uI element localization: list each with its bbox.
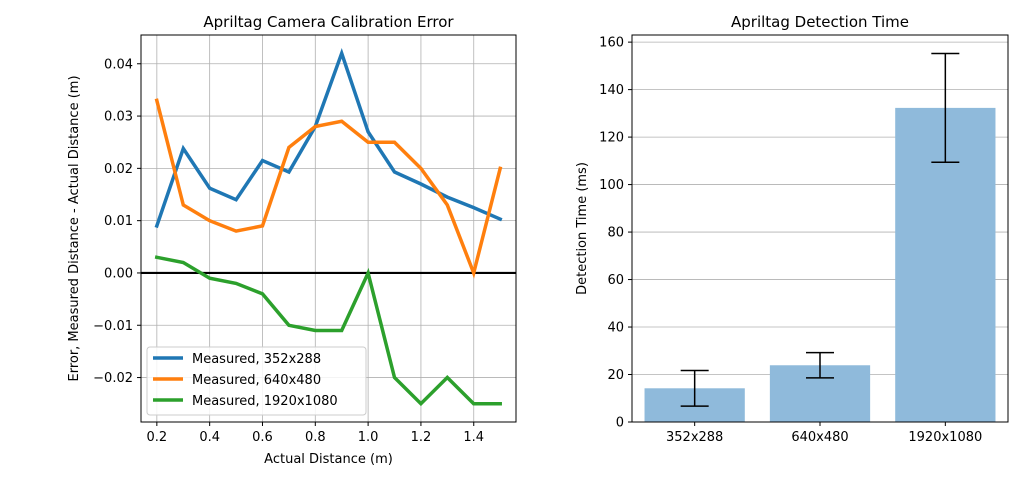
x-tick-label: 0.8 — [305, 430, 326, 445]
detection-time-chart: 0 20 40 60 80 100 120 140 160 352x288 640x480 1920x… — [575, 13, 1009, 445]
error-bar-352x288 — [680, 369, 709, 407]
legend-label-1: Measured, 352x288 — [192, 352, 321, 367]
error-bar-640x480 — [806, 351, 834, 379]
y-tick-label: 0.03 — [104, 110, 133, 125]
y-tick-label: 0 — [616, 416, 624, 431]
legend-box — [146, 346, 367, 416]
y-tick-label: 0.01 — [104, 214, 133, 229]
y-tick-label: 40 — [607, 321, 624, 336]
y-axis-label: Error, Measured Distance - Actual Distan… — [67, 75, 82, 381]
x-tick-label: 640x480 — [791, 430, 848, 445]
legend-label-3: Measured, 1920x1080 — [192, 394, 338, 409]
x-tick-label: 0.4 — [199, 430, 220, 445]
x-tick-label: 1.4 — [463, 430, 484, 445]
error-bar-1920x1080 — [931, 52, 960, 164]
y-tick-label: 80 — [607, 226, 624, 241]
x-tick-label: 1920x1080 — [908, 430, 982, 445]
chart-title: Apriltag Camera Calibration Error — [203, 13, 454, 31]
y-axis-label: Detection Time (ms) — [575, 162, 590, 295]
y-tick-label: 60 — [607, 273, 624, 288]
y-tick-label: 120 — [599, 131, 624, 146]
y-tick-label: 100 — [599, 178, 624, 193]
legend-label-2: Measured, 640x480 — [192, 373, 321, 388]
x-axis-label: Actual Distance (m) — [264, 452, 393, 467]
y-tick-label: 0.02 — [104, 162, 133, 177]
x-tick-label: 352x288 — [666, 430, 723, 445]
x-tick-label: 0.2 — [147, 430, 168, 445]
calibration-error-chart: 0.2 0.4 0.6 0.8 1.0 1.2 1.4 −0.02 −0.01 0.00 0.01 0… — [67, 13, 517, 467]
series-line-2 — [154, 98, 503, 279]
y-tick-label: 0.00 — [104, 266, 133, 281]
legend: Measured, 352x288 Measured, 640x480 Measur… — [146, 346, 367, 416]
y-tick-label: 160 — [599, 36, 624, 51]
x-tick-label: 1.0 — [358, 430, 379, 445]
chart-title: Apriltag Detection Time — [731, 13, 909, 31]
y-tick-label: −0.01 — [93, 319, 133, 334]
x-tick-label: 0.6 — [252, 430, 273, 445]
y-tick-label: 0.04 — [104, 57, 133, 72]
series-line-1 — [154, 47, 503, 229]
y-tick-label: 140 — [599, 83, 624, 98]
y-tick-label: 20 — [607, 368, 624, 383]
y-tick-label: −0.02 — [93, 371, 133, 386]
x-tick-label: 1.2 — [411, 430, 432, 445]
series-line-3 — [154, 255, 502, 407]
plot-frame — [140, 34, 517, 423]
